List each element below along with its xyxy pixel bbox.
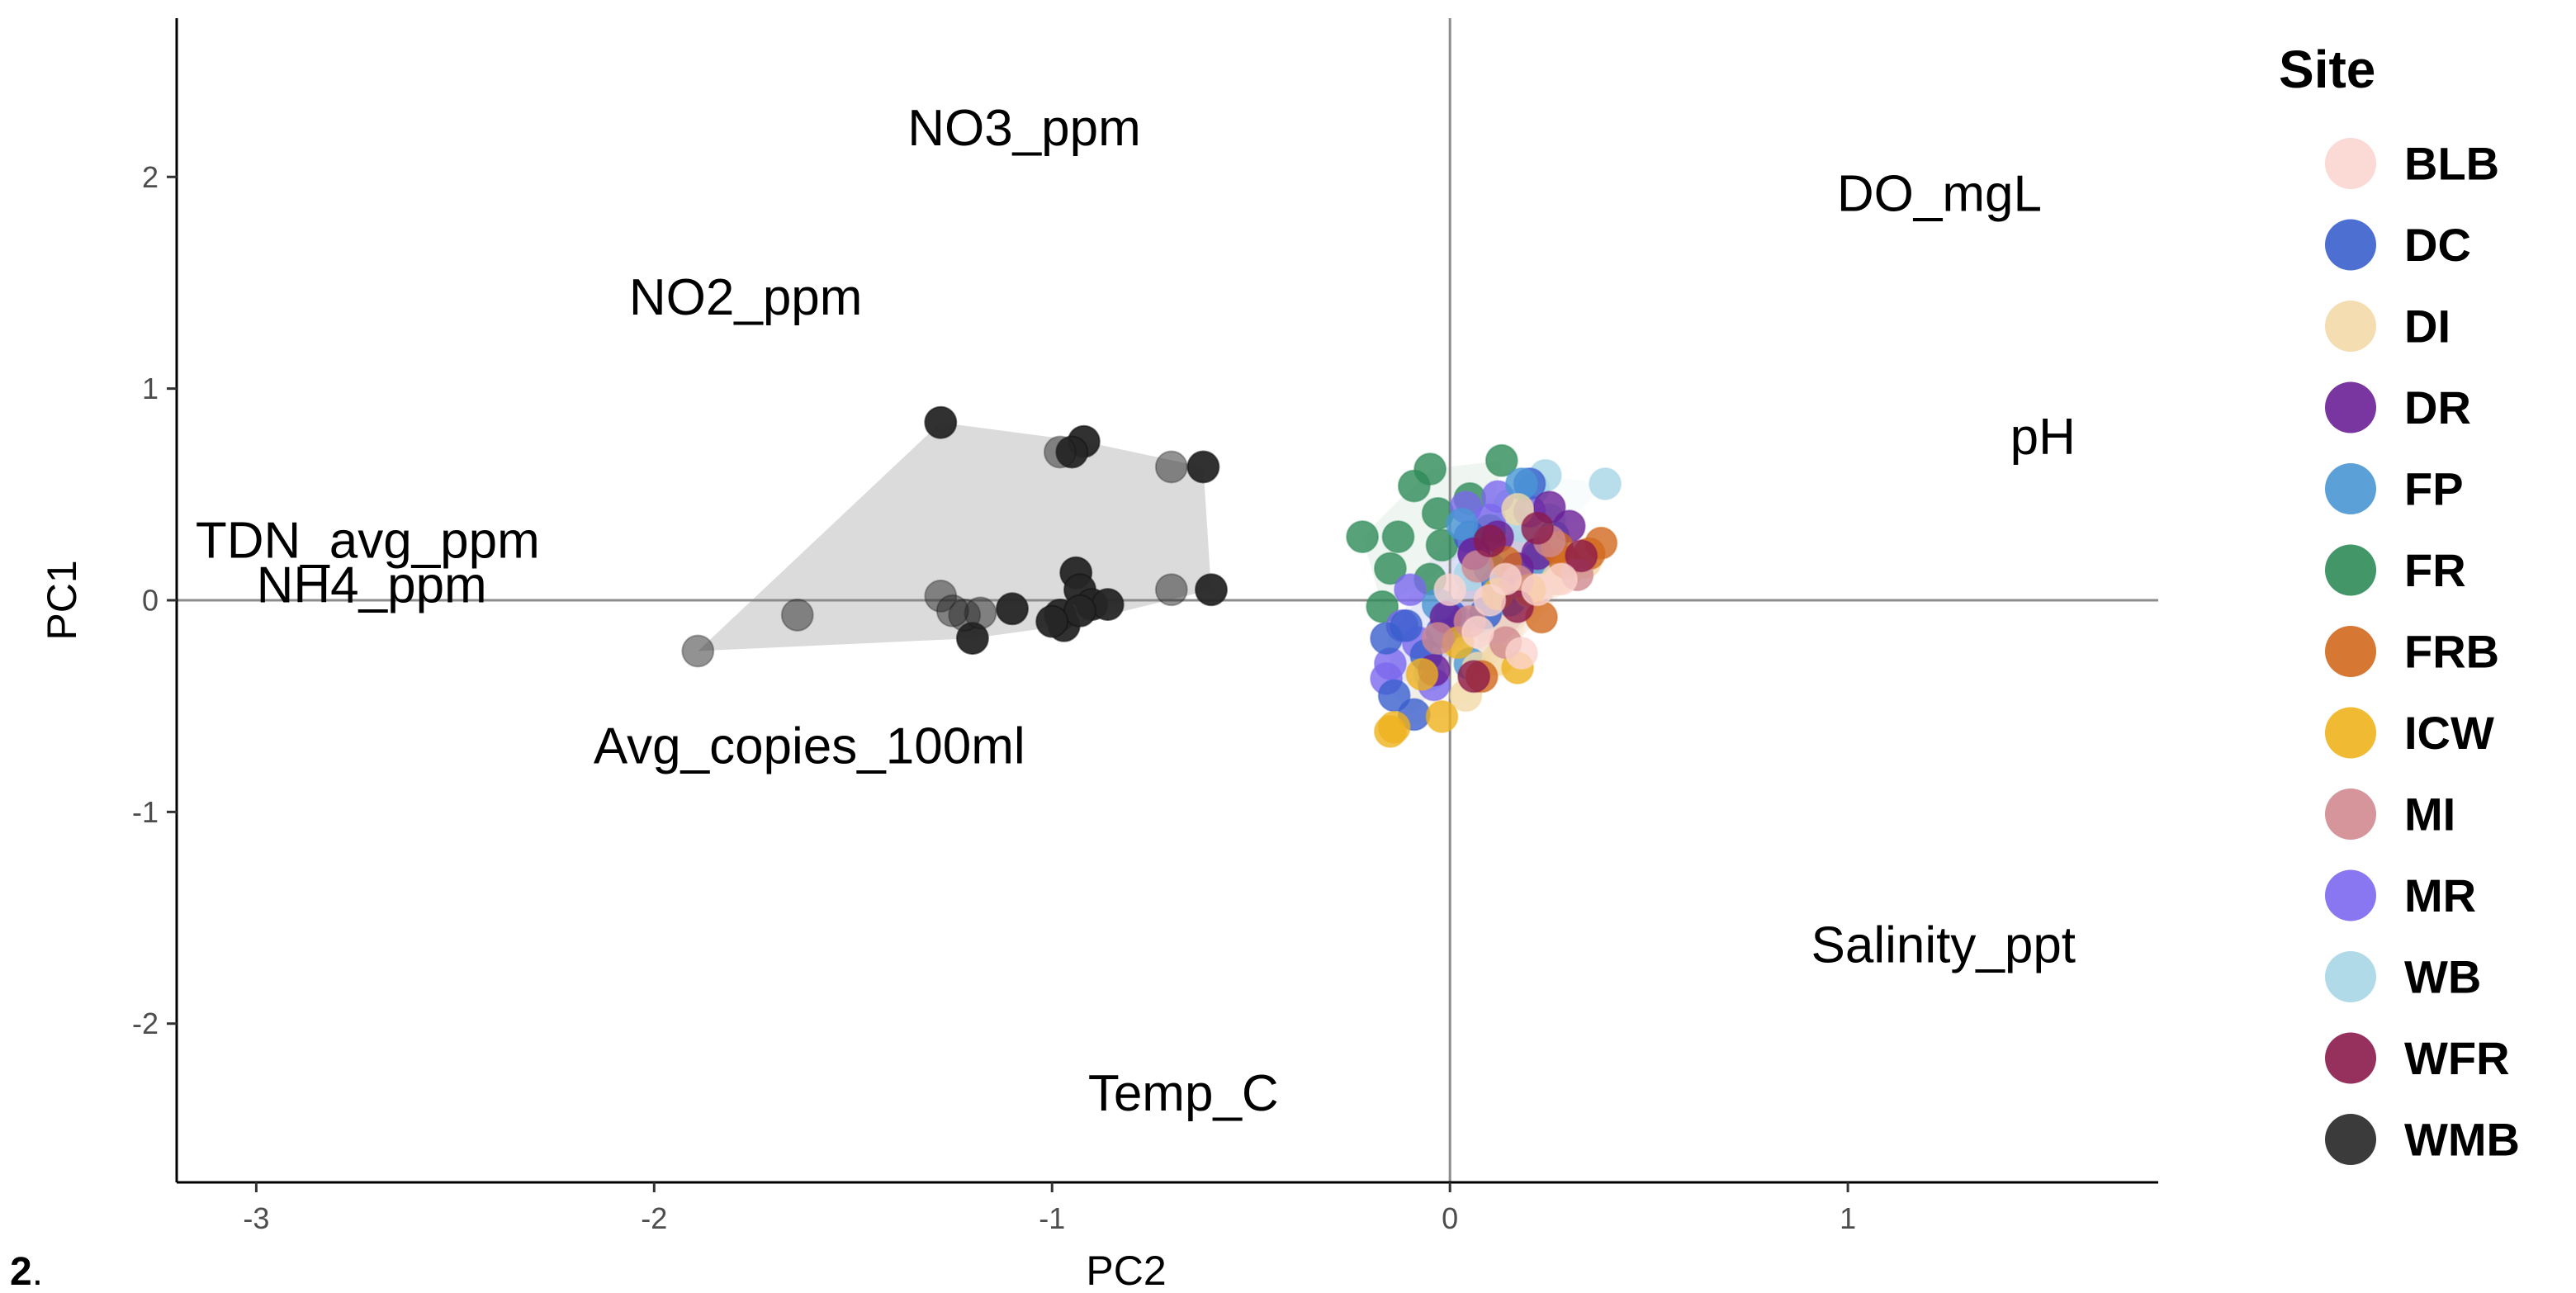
point-fr	[1381, 520, 1415, 554]
variable-label-do-mgl: DO_mgL	[1837, 165, 2042, 222]
legend-swatch-di	[2325, 301, 2376, 352]
legend-label-fp: FP	[2404, 463, 2464, 515]
variable-label-avg-copies-100ml: Avg_copies_100ml	[594, 718, 1025, 774]
legend-swatch-dr	[2325, 381, 2376, 433]
legend-swatch-wmb	[2325, 1114, 2376, 1165]
x-tick-label: -3	[243, 1201, 269, 1235]
point-wfr	[1521, 511, 1555, 545]
y-axis-title: PC1	[39, 560, 85, 640]
point-wmb	[935, 594, 969, 628]
point-wmb	[1195, 573, 1228, 607]
legend-label-frb: FRB	[2404, 626, 2499, 678]
legend-swatch-icw	[2325, 707, 2376, 759]
point-wmb	[780, 598, 814, 632]
point-fr	[1366, 590, 1399, 623]
x-tick-label: 0	[1442, 1201, 1458, 1235]
point-wb	[1589, 467, 1622, 500]
variable-label-salinity-ppt: Salinity_ppt	[1811, 916, 2076, 973]
y-tick-label: -2	[132, 1006, 159, 1040]
point-blb	[1504, 637, 1538, 670]
point-blb	[1489, 562, 1522, 596]
panel-label: 2.	[10, 1250, 43, 1293]
point-wmb	[1043, 435, 1077, 469]
point-wfr	[1473, 524, 1507, 558]
legend-title: Site	[2279, 40, 2375, 99]
point-wmb	[681, 634, 715, 668]
point-mi	[1421, 622, 1455, 656]
legend-swatch-fp	[2325, 463, 2376, 514]
panel-label-dot: .	[32, 1250, 43, 1293]
point-fr	[1413, 452, 1447, 486]
x-axis-title: PC2	[1086, 1248, 1166, 1293]
legend-swatch-blb	[2325, 138, 2376, 189]
y-tick-label: 0	[142, 584, 159, 618]
y-tick-label: 2	[142, 160, 159, 194]
point-icw	[1377, 710, 1411, 744]
legend-label-fr: FR	[2404, 544, 2466, 596]
point-wmb	[1035, 604, 1069, 638]
legend-swatch-wfr	[2325, 1032, 2376, 1084]
variable-label-tdn-avg-ppm: TDN_avg_ppm	[196, 513, 540, 570]
legend-swatch-frb	[2325, 626, 2376, 677]
x-tick-label: 1	[1840, 1201, 1856, 1235]
point-wmb	[996, 592, 1029, 626]
point-blb	[1461, 615, 1494, 649]
point-wmb	[1063, 594, 1096, 628]
legend-swatch-mi	[2325, 789, 2376, 840]
x-tick-label: -2	[641, 1201, 667, 1235]
point-wmb	[1186, 450, 1220, 484]
point-fp	[1445, 507, 1479, 541]
axes: -3 -2 -1 0 1 -2 -1 0 1 2 PC2 PC1	[39, 18, 2158, 1293]
point-dc	[1390, 609, 1423, 642]
point-wmb	[1154, 573, 1188, 607]
point-blb	[1433, 573, 1467, 607]
legend: Site BLB DC DI DR FP FR FRB ICW MI MR WB WFR WMB	[2279, 40, 2520, 1166]
legend-swatch-wb	[2325, 951, 2376, 1002]
y-tick-label: 1	[142, 372, 159, 405]
point-blb	[1545, 562, 1579, 596]
panel-label-number: 2	[10, 1250, 32, 1293]
point-wfr	[1457, 660, 1491, 694]
legend-label-wb: WB	[2404, 951, 2481, 1003]
legend-swatch-fr	[2325, 544, 2376, 596]
legend-label-wfr: WFR	[2404, 1032, 2510, 1084]
legend-swatch-dc	[2325, 219, 2376, 271]
legend-label-wmb: WMB	[2404, 1114, 2520, 1166]
variable-label-no2-ppm: NO2_ppm	[629, 269, 863, 326]
y-tick-label: -1	[132, 795, 159, 829]
variable-label-no3-ppm: NO3_ppm	[907, 100, 1141, 157]
variable-label-ph: pH	[2010, 409, 2076, 466]
legend-label-blb: BLB	[2404, 138, 2499, 190]
point-icw	[1425, 700, 1459, 733]
variable-labels: NO3_ppm DO_mgL NO2_ppm pH TDN_avg_ppmNH4_ppm…	[196, 100, 2076, 1122]
legend-swatch-mr	[2325, 869, 2376, 921]
point-wmb	[1091, 588, 1125, 622]
point-fr	[1485, 443, 1518, 477]
point-fr	[1346, 520, 1380, 554]
legend-label-icw: ICW	[2404, 707, 2494, 759]
legend-label-di: DI	[2404, 301, 2451, 353]
legend-label-dc: DC	[2404, 219, 2471, 271]
variable-label-temp-c: Temp_C	[1088, 1065, 1279, 1122]
point-dc	[1377, 679, 1411, 713]
point-icw	[1405, 657, 1439, 691]
point-di	[1501, 492, 1535, 526]
point-fr	[1373, 552, 1407, 585]
x-tick-label: -1	[1039, 1201, 1065, 1235]
point-wmb	[924, 405, 958, 439]
point-wfr	[1565, 539, 1598, 573]
point-wmb	[1154, 450, 1188, 484]
legend-label-mi: MI	[2404, 789, 2455, 841]
legend-label-dr: DR	[2404, 381, 2471, 433]
legend-label-mr: MR	[2404, 869, 2476, 921]
data-points	[681, 405, 1622, 748]
variable-label-nh4-ppm: NH4_ppm	[257, 557, 487, 614]
point-wmb	[964, 596, 997, 630]
point-mr	[1394, 573, 1427, 607]
